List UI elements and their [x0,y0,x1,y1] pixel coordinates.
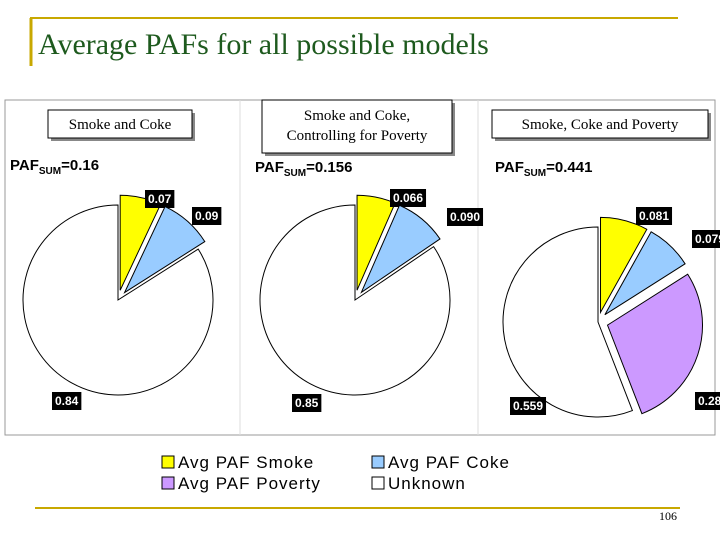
value-label: 0.090 [447,208,484,226]
sum-part: SUM [39,166,61,177]
value-label-bg [292,394,322,412]
pie-slice [502,226,634,418]
legend-swatch [161,476,175,490]
value-label-text: 0.84 [55,394,79,408]
value-label: 0.281 [695,392,720,410]
value-label: 0.84 [52,392,82,410]
value-label: 0.079 [692,230,720,248]
sum-part: =0.16 [61,157,99,174]
legend-label: Avg PAF Smoke [178,453,314,472]
title-box [47,109,193,139]
sum-part: =0.441 [546,159,592,176]
sum-part: =0.156 [306,159,352,176]
value-label-text: 0.09 [195,209,219,223]
value-label-text: 0.081 [639,209,669,223]
title-box [261,99,453,154]
value-label-text: 0.07 [148,192,172,206]
value-label-bg [192,207,222,225]
pie-title: Smoke and Coke, [304,108,410,124]
value-label: 0.081 [636,207,673,225]
pie-title: Smoke, Coke and Poverty [522,117,679,133]
pie-slice [606,273,703,415]
value-label-bg [145,190,175,208]
value-label-bg [390,189,427,207]
value-label: 0.559 [510,397,547,415]
pie-title: Controlling for Poverty [287,128,428,144]
legend-swatch [371,455,385,469]
sum-label: PAFSUM=0.441 [495,159,592,179]
value-label-text: 0.85 [295,396,319,410]
sum-part: SUM [284,168,306,179]
slide-title: Average PAFs for all possible models [38,28,489,61]
legend-swatch [371,476,385,490]
legend-label: Unknown [388,474,466,493]
value-label-text: 0.079 [695,232,720,246]
value-label-bg [447,208,484,226]
pie-slice [22,204,214,396]
pie-title: Smoke and Coke [69,117,172,133]
pie-slice [259,204,451,396]
sum-part: SUM [524,168,546,179]
value-label-bg [692,230,720,248]
sum-part: PAF [255,159,284,176]
value-label: 0.85 [292,394,322,412]
value-label-text: 0.090 [450,210,480,224]
pie-slice [360,204,441,294]
legend-label: Avg PAF Poverty [178,474,321,493]
value-label-text: 0.066 [393,191,423,205]
pie-slice [600,216,648,315]
legend-label: Avg PAF Coke [388,453,510,472]
value-label: 0.09 [192,207,222,225]
page-number: 106 [659,509,677,523]
sum-part: PAF [10,157,39,174]
value-label-bg [52,392,82,410]
value-label-bg [636,207,673,225]
value-label: 0.066 [390,189,427,207]
pie-slice [604,231,686,316]
sum-label: PAFSUM=0.156 [255,159,352,179]
sum-label: PAFSUM=0.16 [10,157,99,177]
value-label-text: 0.281 [698,394,720,408]
value-label-text: 0.559 [513,399,543,413]
legend-swatch [161,455,175,469]
value-label-bg [695,392,720,410]
pie-slice [123,205,206,294]
value-label-bg [510,397,547,415]
sum-part: PAF [495,159,524,176]
value-label: 0.07 [145,190,175,208]
title-box [491,109,709,139]
